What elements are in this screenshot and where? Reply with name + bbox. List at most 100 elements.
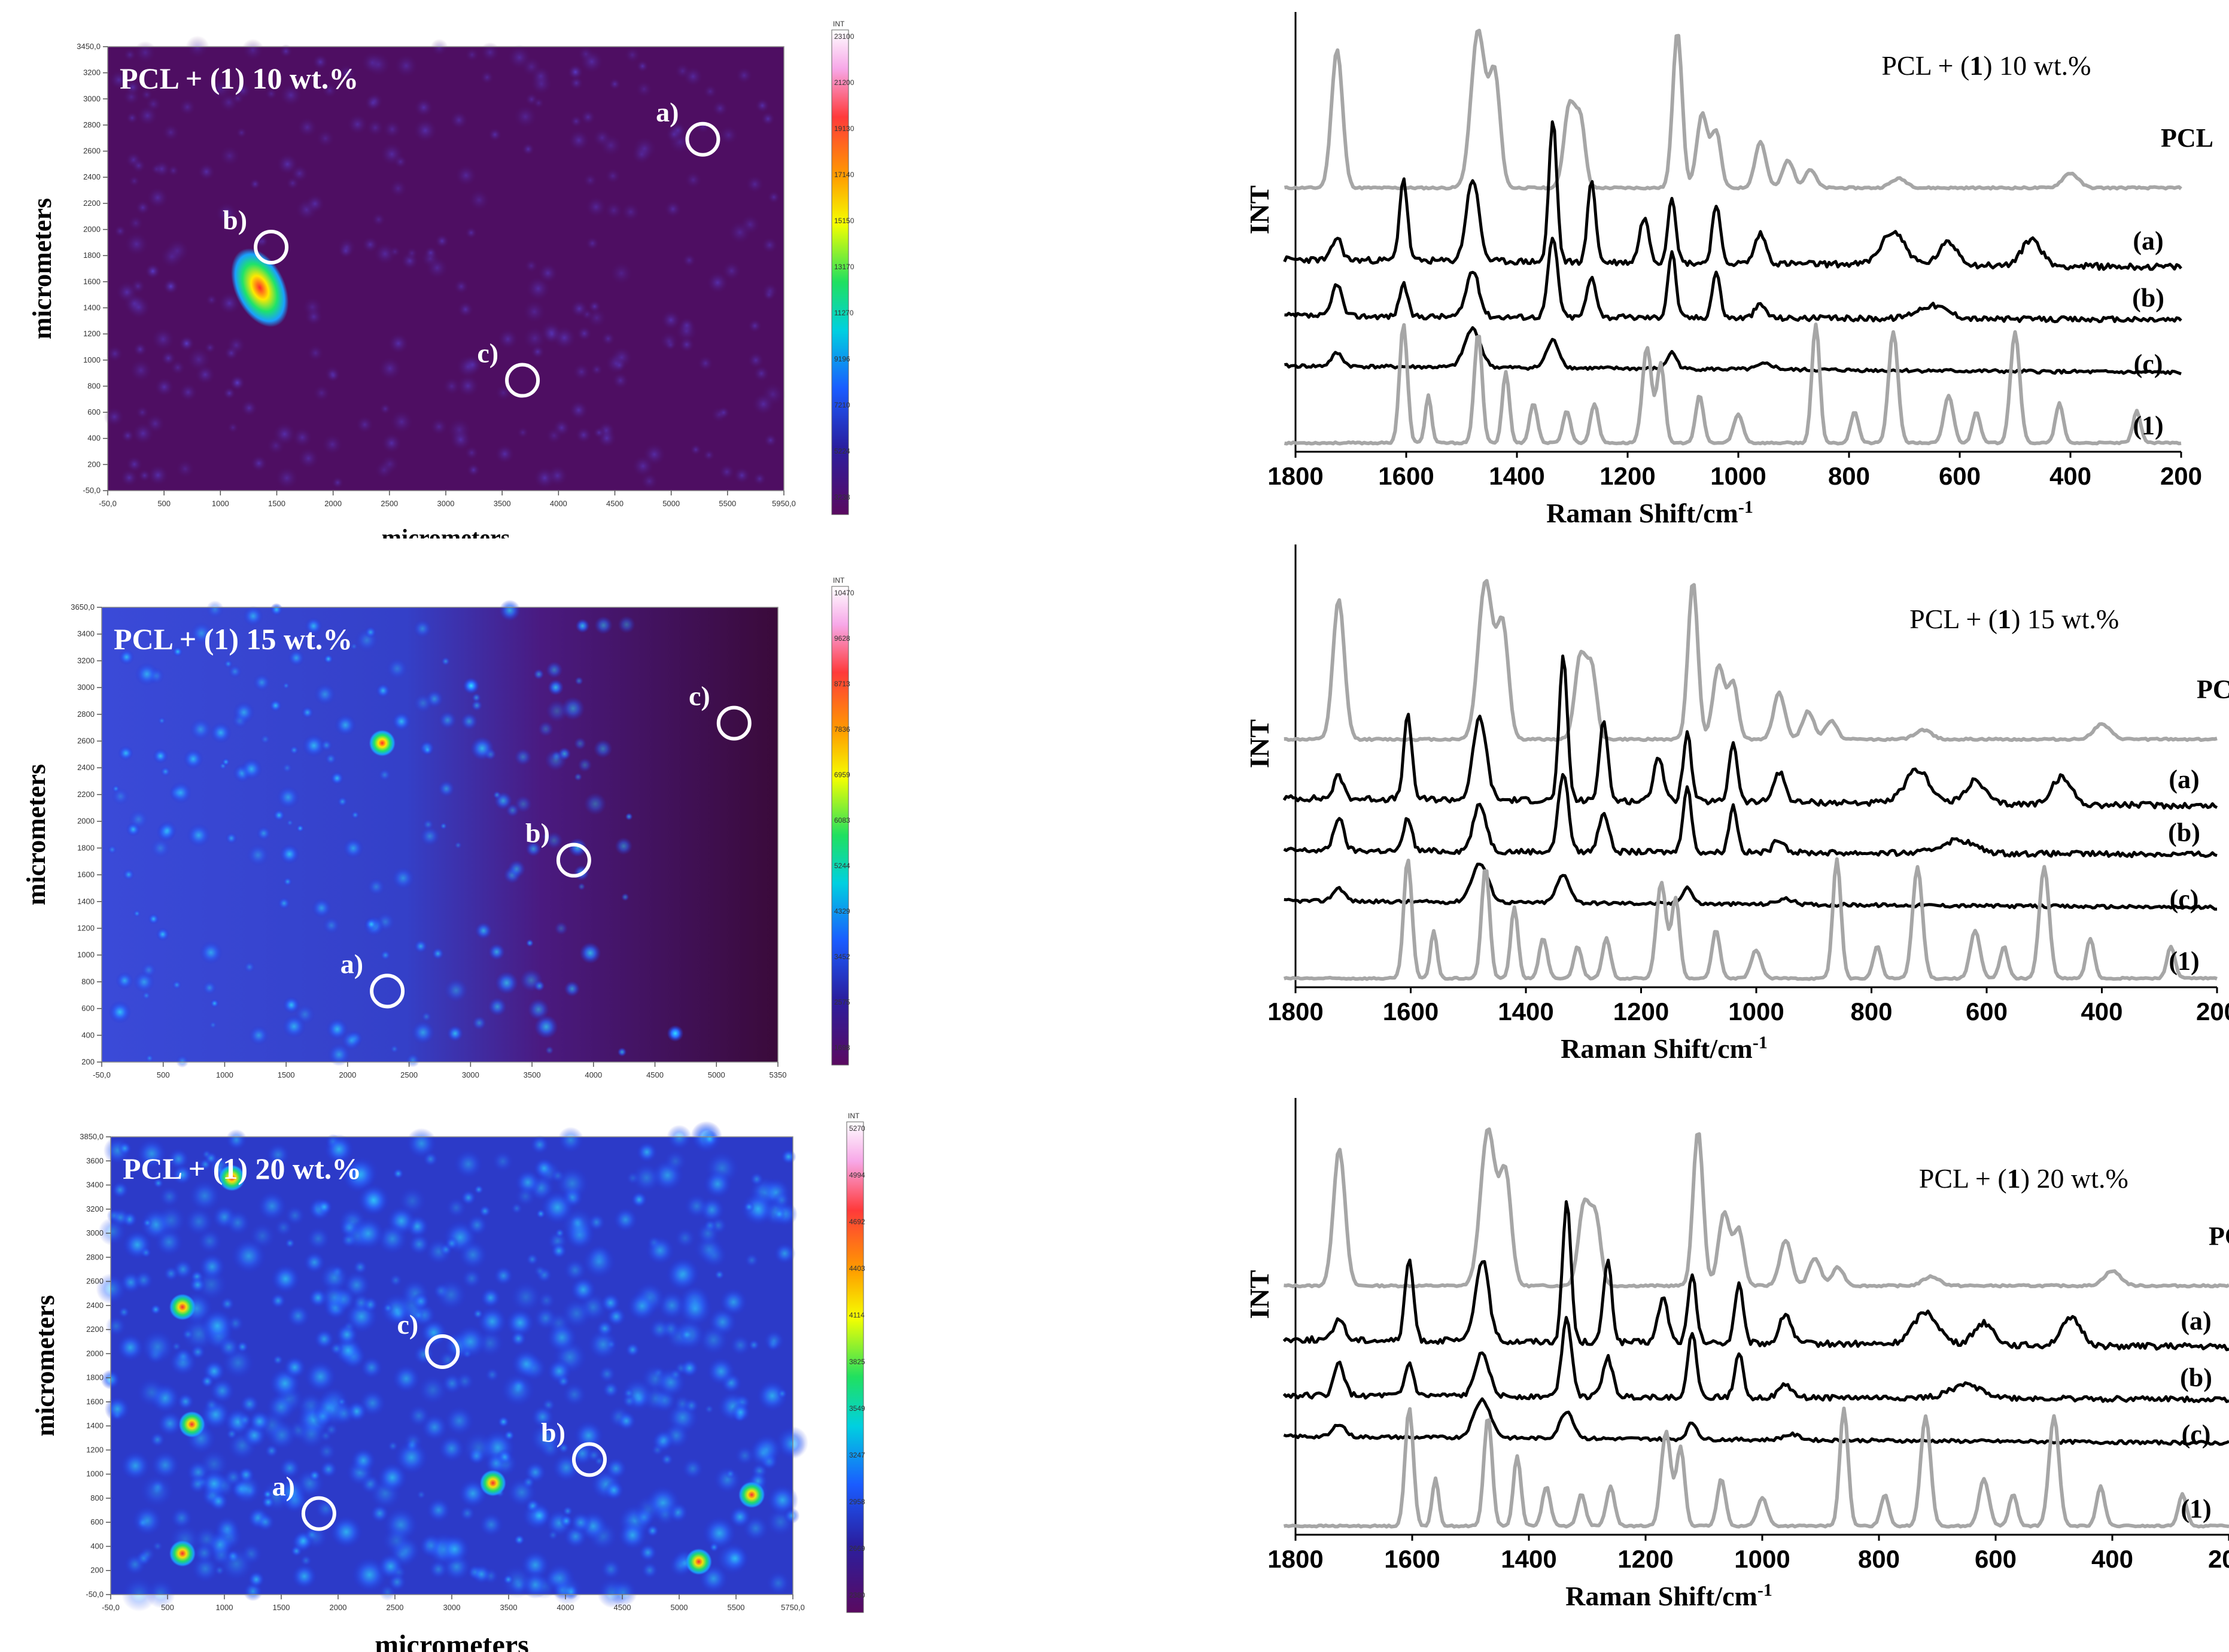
trace-pcl	[1284, 1127, 2229, 1289]
map-speckle	[660, 309, 682, 331]
map-speckle	[543, 833, 551, 841]
x-tick-label: 5500	[728, 1603, 745, 1612]
map-speckle	[702, 1516, 737, 1551]
map-speckle	[121, 1576, 157, 1612]
map-frame	[101, 607, 779, 1063]
colorbar-tick-label: 3825	[849, 1358, 865, 1366]
map-speckle	[665, 1259, 698, 1292]
spectra-20wt-svg: PCL(a)(b)(c)(1)1800160014001200100080060…	[1245, 1098, 2229, 1611]
map-speckle	[160, 766, 171, 777]
map-speckle	[157, 1410, 183, 1437]
y-tick-label: 3000	[83, 94, 101, 103]
map-speckle	[439, 1534, 470, 1565]
map-speckle	[503, 1574, 514, 1585]
map-speckle	[763, 433, 779, 448]
y-tick-label: -50,0	[86, 1590, 104, 1599]
x-tick-label: 1000	[1734, 1545, 1790, 1573]
map-speckle	[751, 392, 776, 416]
map-speckle	[532, 96, 545, 109]
map-speckle	[761, 236, 779, 254]
map-speckle	[323, 654, 333, 664]
map-speckle	[590, 363, 604, 376]
map-speckle	[396, 1289, 428, 1322]
map-speckle	[341, 1030, 362, 1051]
map-speckle	[505, 1308, 535, 1338]
colorbar-tick-label: 13170	[834, 263, 854, 271]
spectra-15wt-svg: PCL(a)(b)(c)(1)1800160014001200100080060…	[1245, 544, 2229, 1064]
map-speckle	[379, 141, 405, 167]
trace-1	[1283, 1406, 2229, 1529]
map-speckle	[123, 47, 137, 62]
map-speckle	[449, 110, 469, 130]
y-axis-title: INT	[1245, 1270, 1275, 1319]
map-speckle	[350, 643, 358, 650]
trace-b	[1283, 772, 2218, 859]
x-tick-label: 2000	[324, 499, 342, 508]
map-speckle	[262, 1489, 273, 1500]
map-speckle	[748, 1339, 760, 1351]
map-speckle	[239, 1394, 260, 1414]
map-speckle	[321, 433, 344, 456]
map-speckle	[631, 454, 655, 478]
y-tick-label: 1200	[86, 1445, 104, 1454]
map-hotspot	[463, 677, 480, 695]
spectrum-x-ticks: 1800 1600 1400 1200 1000 800 600 400 200	[1267, 1535, 2229, 1573]
map-speckle	[564, 981, 580, 997]
map-speckle	[545, 749, 567, 771]
x-tick-label: 3500	[524, 1070, 541, 1079]
map-speckle	[248, 178, 261, 190]
map-speckle	[618, 616, 635, 634]
map-speckle	[603, 1480, 625, 1501]
map-speckle	[226, 1428, 238, 1440]
map-speckle	[156, 927, 170, 941]
map-speckle	[135, 405, 150, 420]
map-speckle	[391, 1364, 421, 1394]
map-speckle	[226, 1129, 247, 1151]
map-speckle	[706, 1356, 736, 1386]
colorbar-tick-label: 4692	[849, 1218, 865, 1226]
map-speckle	[567, 129, 591, 152]
map-speckle	[351, 1292, 372, 1313]
raman-spectra-15wt: PCL(a)(b)(c)(1)1800160014001200100080060…	[1245, 539, 2229, 1089]
colorbar-tick-label: 19130	[834, 124, 854, 133]
map-speckle	[621, 893, 630, 901]
x-axis-title: micrometers	[375, 1629, 529, 1652]
colorbar-label: INT	[833, 20, 845, 28]
map-speckle	[413, 97, 434, 118]
colorbar-tick-label: 6959	[834, 771, 850, 779]
map-speckle	[272, 421, 297, 447]
map-speckle	[608, 77, 622, 91]
map-speckle	[301, 296, 324, 318]
map-speckle	[506, 44, 533, 71]
y-tick-label: 2200	[83, 199, 101, 208]
map-speckle	[160, 350, 177, 367]
title-suffix: ) 10 wt.%	[1983, 50, 2091, 81]
y-tick-label: 3000	[86, 1228, 104, 1237]
y-tick-label: 3200	[83, 68, 101, 77]
map-speckle	[499, 600, 521, 622]
map-speckle	[364, 917, 378, 931]
raman-spectra-10wt: PCL (a) (b) (c) (1) 1800 1600 1400 1200 1000 800 60…	[1245, 0, 2229, 539]
map-speckle	[275, 1475, 308, 1508]
map-speckle	[531, 1405, 555, 1429]
map-speckle	[719, 1288, 748, 1316]
map-speckle	[118, 745, 133, 761]
map-speckle	[575, 619, 590, 633]
map-speckle	[411, 1020, 435, 1045]
map-speckle	[488, 997, 507, 1017]
map-speckle	[585, 236, 600, 251]
title-prefix: PCL +	[114, 622, 204, 656]
map-speckle	[755, 98, 770, 114]
map-speckle	[682, 65, 704, 87]
map-speckle	[311, 898, 332, 918]
y-tick-label: 2600	[86, 1277, 104, 1286]
y-tick-label: 1800	[86, 1373, 104, 1382]
map-speckle	[198, 1253, 226, 1281]
map-speckle	[203, 1397, 220, 1413]
map-speckle	[302, 734, 326, 757]
map-speckle	[128, 175, 141, 187]
y-tick-label: 3450,0	[77, 42, 101, 51]
colorbar-tick-label: 9196	[834, 355, 850, 363]
map-speckle	[138, 468, 152, 483]
map-speckle	[472, 1308, 484, 1319]
